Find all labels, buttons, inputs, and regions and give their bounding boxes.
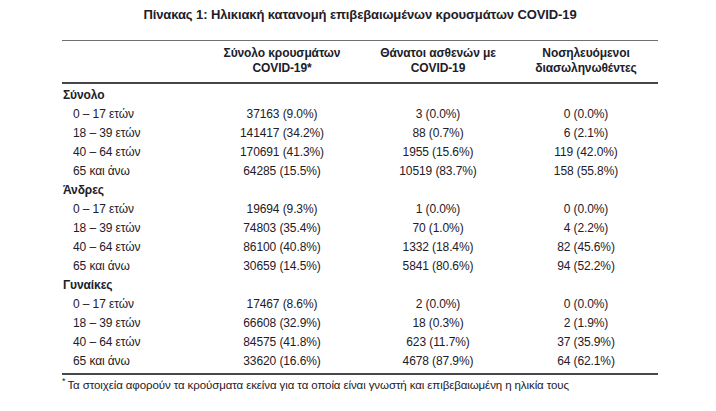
deaths-value: 88 (0.7%)	[362, 124, 514, 143]
footnote-asterisk: *	[62, 376, 65, 386]
cases-value: 84575 (41.8%)	[202, 333, 362, 352]
cases-value: 33620 (16.6%)	[202, 352, 362, 371]
header-line: Νοσηλευόμενοι	[514, 46, 658, 61]
table-row: 18 – 39 ετών 74803 (35.4%) 70 (1.0%) 4 (…	[62, 219, 658, 238]
intubated-value: 94 (52.2%)	[514, 257, 658, 276]
header-line: Σύνολο κρουσμάτων	[202, 46, 362, 61]
deaths-value: 5841 (80.6%)	[362, 257, 514, 276]
table-row: 0 – 17 ετών 19694 (9.3%) 1 (0.0%) 0 (0.0…	[62, 200, 658, 219]
table-row: 65 και άνω 30659 (14.5%) 5841 (80.6%) 94…	[62, 257, 658, 276]
age-group-label: 0 – 17 ετών	[62, 105, 202, 124]
deaths-value: 4678 (87.9%)	[362, 352, 514, 371]
table-row: 65 και άνω 64285 (15.5%) 10519 (83.7%) 1…	[62, 162, 658, 181]
deaths-value: 70 (1.0%)	[362, 219, 514, 238]
header-deaths: Θάνατοι ασθενών με COVID-19	[362, 46, 514, 76]
age-group-label: 40 – 64 ετών	[62, 333, 202, 352]
cases-value: 19694 (9.3%)	[202, 200, 362, 219]
table-body: Σύνολο 0 – 17 ετών 37163 (9.0%) 3 (0.0%)…	[62, 84, 658, 375]
age-group-label: 18 – 39 ετών	[62, 124, 202, 143]
section-label: Άνδρες	[62, 181, 658, 200]
cases-value: 141417 (34.2%)	[202, 124, 362, 143]
age-group-label: 0 – 17 ετών	[62, 200, 202, 219]
intubated-value: 64 (62.1%)	[514, 352, 658, 371]
section-label: Γυναίκες	[62, 276, 658, 295]
deaths-value: 1332 (18.4%)	[362, 238, 514, 257]
footnote-text: Τα στοιχεία αφορούν τα κρούσματα εκείνα …	[67, 379, 569, 391]
table-row: 40 – 64 ετών 170691 (41.3%) 1955 (15.6%)…	[62, 143, 658, 162]
intubated-value: 0 (0.0%)	[514, 295, 658, 314]
header-intubated: Νοσηλευόμενοι διασωληνωθέντες	[514, 46, 658, 76]
table-row: 0 – 17 ετών 37163 (9.0%) 3 (0.0%) 0 (0.0…	[62, 105, 658, 124]
age-group-label: 65 και άνω	[62, 257, 202, 276]
age-group-label: 65 και άνω	[62, 352, 202, 371]
deaths-value: 1 (0.0%)	[362, 200, 514, 219]
deaths-value: 2 (0.0%)	[362, 295, 514, 314]
cases-value: 64285 (15.5%)	[202, 162, 362, 181]
deaths-value: 18 (0.3%)	[362, 314, 514, 333]
section-header-women: Γυναίκες	[62, 276, 658, 295]
intubated-value: 82 (45.6%)	[514, 238, 658, 257]
age-group-label: 65 και άνω	[62, 162, 202, 181]
table-header-row: Σύνολο κρουσμάτων COVID-19* Θάνατοι ασθε…	[62, 40, 658, 84]
cases-value: 30659 (14.5%)	[202, 257, 362, 276]
intubated-value: 158 (55.8%)	[514, 162, 658, 181]
cases-value: 37163 (9.0%)	[202, 105, 362, 124]
intubated-value: 2 (1.9%)	[514, 314, 658, 333]
covid-age-table: Σύνολο κρουσμάτων COVID-19* Θάνατοι ασθε…	[62, 40, 658, 391]
cases-value: 170691 (41.3%)	[202, 143, 362, 162]
table-row: 0 – 17 ετών 17467 (8.6%) 2 (0.0%) 0 (0.0…	[62, 295, 658, 314]
section-label: Σύνολο	[62, 86, 658, 105]
intubated-value: 4 (2.2%)	[514, 219, 658, 238]
document-page: Πίνακας 1: Ηλικιακή κατανομή επιβεβαιωμέ…	[0, 0, 716, 411]
intubated-value: 119 (42.0%)	[514, 143, 658, 162]
section-header-total: Σύνολο	[62, 86, 658, 105]
deaths-value: 10519 (83.7%)	[362, 162, 514, 181]
table-row: 18 – 39 ετών 141417 (34.2%) 88 (0.7%) 6 …	[62, 124, 658, 143]
header-line: Θάνατοι ασθενών με	[362, 46, 514, 61]
table-footnote: *Τα στοιχεία αφορούν τα κρούσματα εκείνα…	[62, 375, 658, 391]
table-row: 18 – 39 ετών 66608 (32.9%) 18 (0.3%) 2 (…	[62, 314, 658, 333]
cases-value: 74803 (35.4%)	[202, 219, 362, 238]
header-total-cases: Σύνολο κρουσμάτων COVID-19*	[202, 46, 362, 76]
header-line: COVID-19*	[202, 61, 362, 76]
section-header-men: Άνδρες	[62, 181, 658, 200]
deaths-value: 623 (11.7%)	[362, 333, 514, 352]
intubated-value: 0 (0.0%)	[514, 105, 658, 124]
age-group-label: 40 – 64 ετών	[62, 238, 202, 257]
table-row: 40 – 64 ετών 86100 (40.8%) 1332 (18.4%) …	[62, 238, 658, 257]
age-group-label: 18 – 39 ετών	[62, 314, 202, 333]
deaths-value: 3 (0.0%)	[362, 105, 514, 124]
header-line: διασωληνωθέντες	[514, 61, 658, 76]
intubated-value: 6 (2.1%)	[514, 124, 658, 143]
cases-value: 17467 (8.6%)	[202, 295, 362, 314]
age-group-label: 0 – 17 ετών	[62, 295, 202, 314]
deaths-value: 1955 (15.6%)	[362, 143, 514, 162]
table-row: 40 – 64 ετών 84575 (41.8%) 623 (11.7%) 3…	[62, 333, 658, 352]
intubated-value: 37 (35.9%)	[514, 333, 658, 352]
age-group-label: 40 – 64 ετών	[62, 143, 202, 162]
cases-value: 86100 (40.8%)	[202, 238, 362, 257]
age-group-label: 18 – 39 ετών	[62, 219, 202, 238]
header-empty-cell	[62, 46, 202, 76]
page-title: Πίνακας 1: Ηλικιακή κατανομή επιβεβαιωμέ…	[62, 7, 658, 22]
cases-value: 66608 (32.9%)	[202, 314, 362, 333]
header-line: COVID-19	[362, 61, 514, 76]
table-row: 65 και άνω 33620 (16.6%) 4678 (87.9%) 64…	[62, 352, 658, 371]
intubated-value: 0 (0.0%)	[514, 200, 658, 219]
